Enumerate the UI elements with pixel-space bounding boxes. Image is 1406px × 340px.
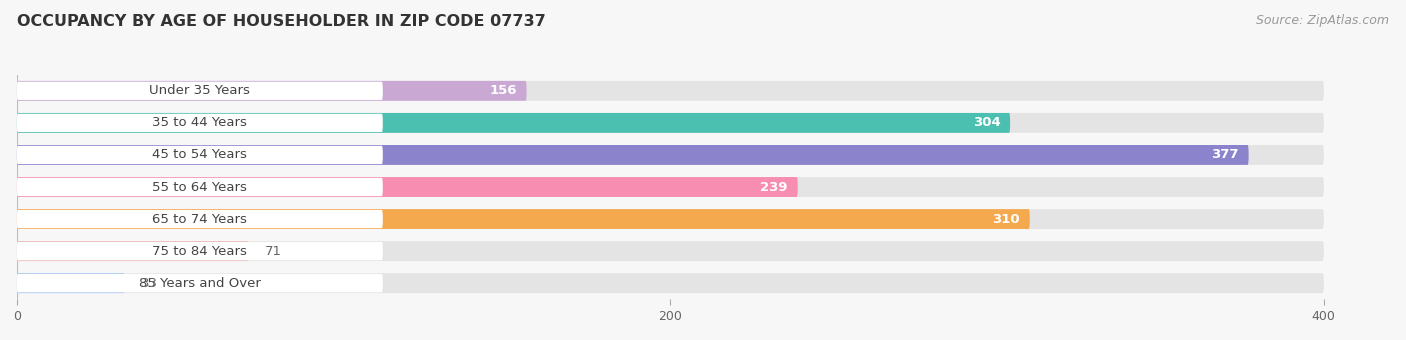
Text: 33: 33 bbox=[141, 277, 157, 290]
FancyBboxPatch shape bbox=[17, 241, 249, 261]
FancyBboxPatch shape bbox=[17, 177, 797, 197]
FancyBboxPatch shape bbox=[17, 273, 1324, 293]
FancyBboxPatch shape bbox=[17, 113, 1010, 133]
Text: 71: 71 bbox=[266, 244, 283, 258]
Text: Source: ZipAtlas.com: Source: ZipAtlas.com bbox=[1256, 14, 1389, 27]
FancyBboxPatch shape bbox=[17, 209, 1029, 229]
Text: 55 to 64 Years: 55 to 64 Years bbox=[152, 181, 247, 193]
Text: 377: 377 bbox=[1212, 149, 1239, 162]
FancyBboxPatch shape bbox=[17, 81, 1324, 101]
FancyBboxPatch shape bbox=[17, 274, 382, 292]
FancyBboxPatch shape bbox=[17, 177, 1324, 197]
FancyBboxPatch shape bbox=[17, 209, 1324, 229]
Text: 239: 239 bbox=[761, 181, 787, 193]
FancyBboxPatch shape bbox=[17, 145, 1249, 165]
Text: 85 Years and Over: 85 Years and Over bbox=[139, 277, 260, 290]
FancyBboxPatch shape bbox=[17, 82, 382, 100]
Text: 35 to 44 Years: 35 to 44 Years bbox=[152, 116, 247, 130]
FancyBboxPatch shape bbox=[17, 242, 382, 260]
Text: 304: 304 bbox=[973, 116, 1000, 130]
Text: 65 to 74 Years: 65 to 74 Years bbox=[152, 212, 247, 225]
FancyBboxPatch shape bbox=[17, 273, 125, 293]
Text: Under 35 Years: Under 35 Years bbox=[149, 84, 250, 97]
FancyBboxPatch shape bbox=[17, 145, 1324, 165]
FancyBboxPatch shape bbox=[17, 146, 382, 164]
Text: 156: 156 bbox=[489, 84, 517, 97]
FancyBboxPatch shape bbox=[17, 210, 382, 228]
Text: 310: 310 bbox=[993, 212, 1019, 225]
FancyBboxPatch shape bbox=[17, 81, 527, 101]
Text: 75 to 84 Years: 75 to 84 Years bbox=[152, 244, 247, 258]
FancyBboxPatch shape bbox=[17, 241, 1324, 261]
FancyBboxPatch shape bbox=[17, 113, 1324, 133]
Text: 45 to 54 Years: 45 to 54 Years bbox=[152, 149, 247, 162]
FancyBboxPatch shape bbox=[17, 114, 382, 132]
Text: OCCUPANCY BY AGE OF HOUSEHOLDER IN ZIP CODE 07737: OCCUPANCY BY AGE OF HOUSEHOLDER IN ZIP C… bbox=[17, 14, 546, 29]
FancyBboxPatch shape bbox=[17, 178, 382, 196]
